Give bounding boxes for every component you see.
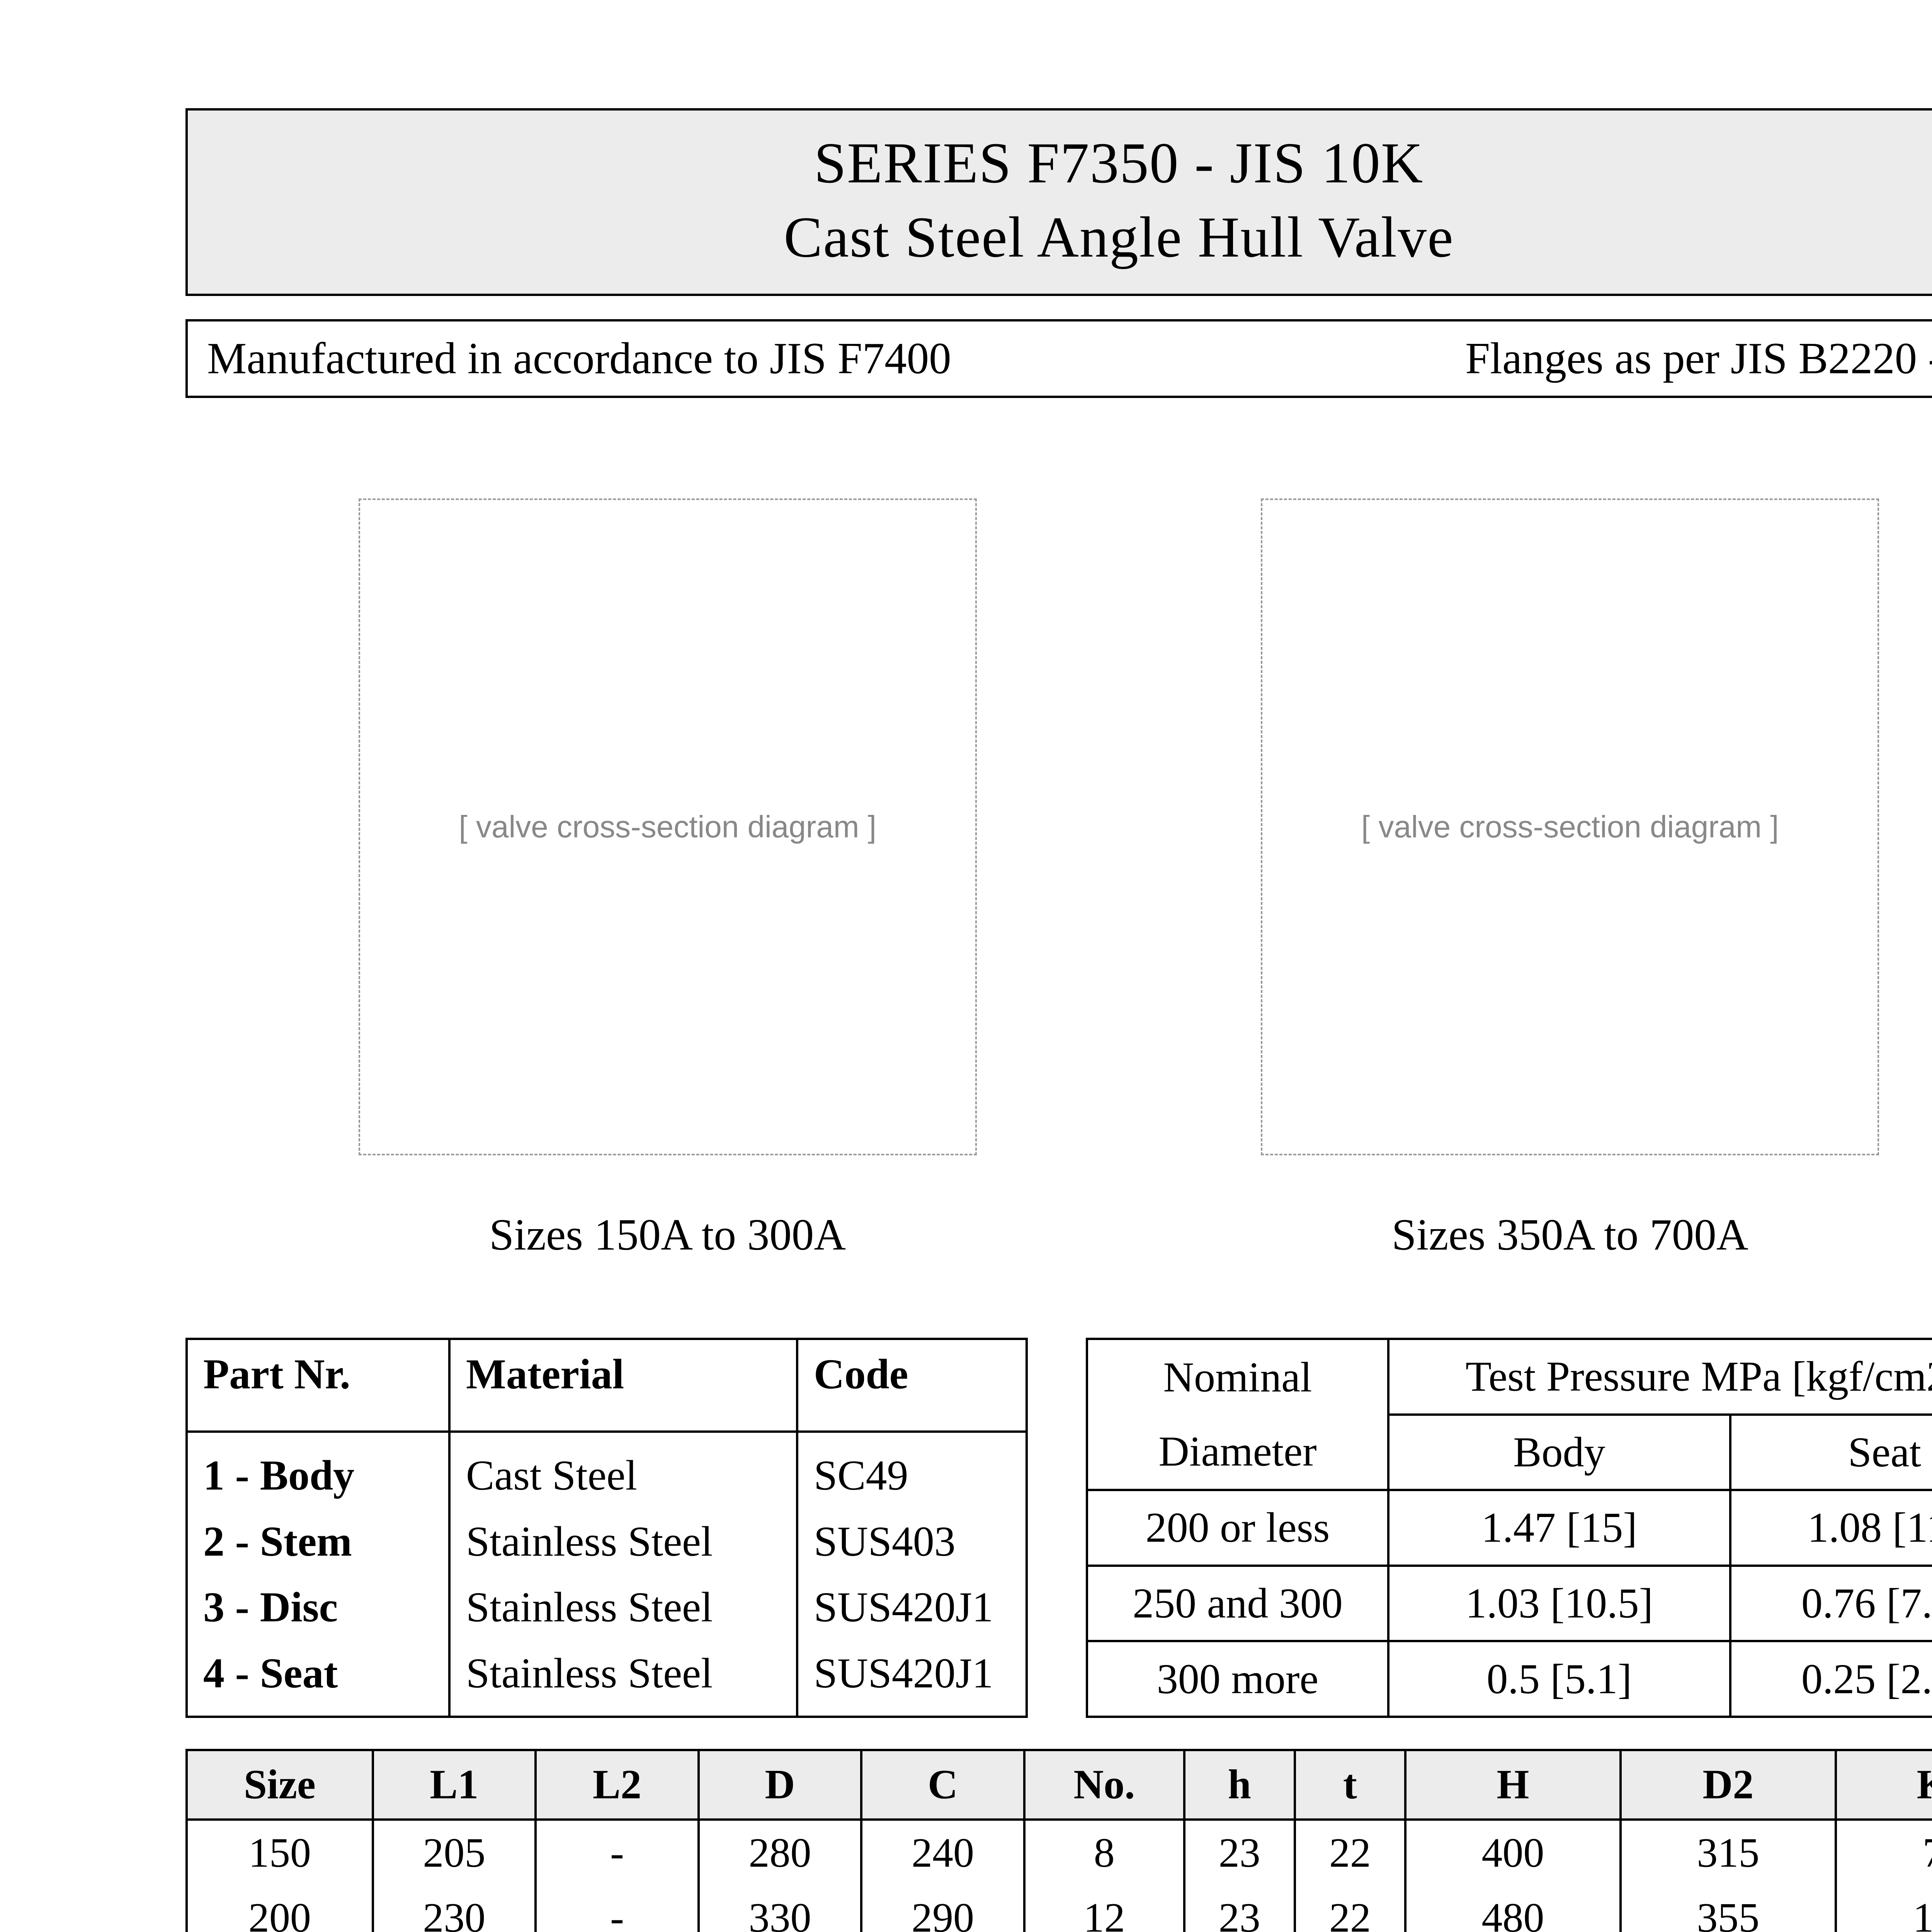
title-line-1: SERIES F7350 - JIS 10K — [188, 130, 1932, 196]
dims-cell: 23 — [1184, 1820, 1295, 1886]
code-value: SC49 — [814, 1442, 1010, 1509]
dims-cell: 78 — [1836, 1820, 1932, 1886]
dims-header-cell: C — [861, 1750, 1024, 1820]
pressure-seat-head: Seat — [1730, 1415, 1932, 1490]
dims-cell: 280 — [699, 1820, 862, 1886]
dims-cell: 22 — [1295, 1886, 1405, 1932]
material-value: Stainless Steel — [466, 1509, 781, 1575]
pressure-seat: 1.08 [11] — [1730, 1490, 1932, 1566]
dims-header-cell: Kg — [1836, 1750, 1932, 1820]
dims-cell: 23 — [1184, 1886, 1295, 1932]
pressure-nom: 250 and 300 — [1087, 1566, 1388, 1641]
pressure-nom: 200 or less — [1087, 1490, 1388, 1566]
dims-cell: 12 — [1024, 1886, 1184, 1932]
pressure-group-head: Test Pressure MPa [kgf/cm2] — [1388, 1339, 1932, 1415]
material-value: Cast Steel — [466, 1442, 781, 1509]
dims-header-cell: t — [1295, 1750, 1405, 1820]
pressure-nom: 300 more — [1087, 1641, 1388, 1717]
code-value: SUS420J1 — [814, 1574, 1010, 1640]
dimensions-table: SizeL1L2DCNo.htHD2Kg 150205-280240823224… — [185, 1749, 1932, 1932]
title-box: SERIES F7350 - JIS 10K Cast Steel Angle … — [185, 108, 1932, 296]
materials-header-material: Material — [449, 1339, 797, 1432]
materials-table: Part Nr. Material Code 1 - Body 2 - Stem… — [185, 1338, 1028, 1718]
dims-cell: 480 — [1405, 1886, 1621, 1932]
part-label: 4 - Seat — [203, 1640, 433, 1706]
pressure-nominal-head-2: Diameter — [1087, 1415, 1388, 1490]
table-header-row: Nominal Test Pressure MPa [kgf/cm2] — [1087, 1339, 1932, 1415]
part-label: 2 - Stem — [203, 1509, 433, 1575]
table-row: 250 and 300 1.03 [10.5] 0.76 [7.7] — [1087, 1566, 1932, 1641]
dims-cell: - — [536, 1886, 699, 1932]
diagram-left-image: [ valve cross-section diagram ] — [359, 498, 977, 1155]
title-line-2: Cast Steel Angle Hull Valve — [188, 204, 1932, 270]
materials-header-code: Code — [797, 1339, 1027, 1432]
material-value: Stainless Steel — [466, 1640, 781, 1706]
pressure-nominal-head-1: Nominal — [1087, 1339, 1388, 1415]
pressure-table: Nominal Test Pressure MPa [kgf/cm2] Diam… — [1086, 1338, 1932, 1718]
dims-header-cell: h — [1184, 1750, 1295, 1820]
diagram-left-caption: Sizes 150A to 300A — [359, 1209, 977, 1260]
dims-cell: 205 — [373, 1820, 536, 1886]
table-header-row: Diameter Body Seat — [1087, 1415, 1932, 1490]
dims-header-cell: D — [699, 1750, 862, 1820]
pressure-seat: 0.25 [2.5] — [1730, 1641, 1932, 1717]
part-label: 3 - Disc — [203, 1574, 433, 1640]
dims-header-cell: Size — [187, 1750, 373, 1820]
dims-header-cell: L2 — [536, 1750, 699, 1820]
materials-header-part: Part Nr. — [187, 1339, 449, 1432]
dims-cell: 230 — [373, 1886, 536, 1932]
diagram-left-col: [ valve cross-section diagram ] Sizes 15… — [359, 498, 977, 1260]
table-row: 150205-2802408232240031578 — [187, 1820, 1932, 1886]
dims-cell: 330 — [699, 1886, 862, 1932]
dims-header-cell: D2 — [1621, 1750, 1836, 1820]
dims-cell: 8 — [1024, 1820, 1184, 1886]
pressure-body: 1.03 [10.5] — [1388, 1566, 1730, 1641]
manufactured-note: Manufactured in accordance to JIS F7400 — [207, 333, 951, 384]
dims-cell: - — [536, 1820, 699, 1886]
pressure-body-head: Body — [1388, 1415, 1730, 1490]
table-header-row: Part Nr. Material Code — [187, 1339, 1027, 1432]
diagram-right-col: [ valve cross-section diagram ] Sizes 35… — [1261, 498, 1879, 1260]
table-row: 1 - Body 2 - Stem 3 - Disc 4 - Seat Cast… — [187, 1432, 1027, 1717]
dims-header-cell: No. — [1024, 1750, 1184, 1820]
part-label: 1 - Body — [203, 1442, 433, 1509]
dims-cell: 355 — [1621, 1886, 1836, 1932]
table-row: 200230-330290122322480355117 — [187, 1886, 1932, 1932]
dims-cell: 150 — [187, 1820, 373, 1886]
table-header-row: SizeL1L2DCNo.htHD2Kg — [187, 1750, 1932, 1820]
materials-code-cell: SC49 SUS403 SUS420J1 SUS420J1 — [797, 1432, 1027, 1717]
table-row: 200 or less 1.47 [15] 1.08 [11] — [1087, 1490, 1932, 1566]
dims-cell: 240 — [861, 1820, 1024, 1886]
pressure-body: 0.5 [5.1] — [1388, 1641, 1730, 1717]
dims-cell: 400 — [1405, 1820, 1621, 1886]
materials-material-cell: Cast Steel Stainless Steel Stainless Ste… — [449, 1432, 797, 1717]
code-value: SUS420J1 — [814, 1640, 1010, 1706]
dims-cell: 315 — [1621, 1820, 1836, 1886]
dims-cell: 22 — [1295, 1820, 1405, 1886]
diagram-right-image: [ valve cross-section diagram ] — [1261, 498, 1879, 1155]
dims-cell: 200 — [187, 1886, 373, 1932]
pressure-seat: 0.76 [7.7] — [1730, 1566, 1932, 1641]
dims-cell: 117 — [1836, 1886, 1932, 1932]
material-value: Stainless Steel — [466, 1574, 781, 1640]
sub-header-bar: Manufactured in accordance to JIS F7400 … — [185, 319, 1932, 398]
dims-header-cell: H — [1405, 1750, 1621, 1820]
code-value: SUS403 — [814, 1509, 1010, 1575]
materials-parts-cell: 1 - Body 2 - Stem 3 - Disc 4 - Seat — [187, 1432, 449, 1717]
diagram-right-caption: Sizes 350A to 700A — [1261, 1209, 1879, 1260]
table-row: 300 more 0.5 [5.1] 0.25 [2.5] — [1087, 1641, 1932, 1717]
dims-header-cell: L1 — [373, 1750, 536, 1820]
mid-tables-row: Part Nr. Material Code 1 - Body 2 - Stem… — [185, 1338, 1932, 1718]
dims-cell: 290 — [861, 1886, 1024, 1932]
pressure-body: 1.47 [15] — [1388, 1490, 1730, 1566]
flanges-note: Flanges as per JIS B2220 - 10K — [1465, 333, 1932, 384]
diagrams-row: [ valve cross-section diagram ] Sizes 15… — [185, 498, 1932, 1260]
